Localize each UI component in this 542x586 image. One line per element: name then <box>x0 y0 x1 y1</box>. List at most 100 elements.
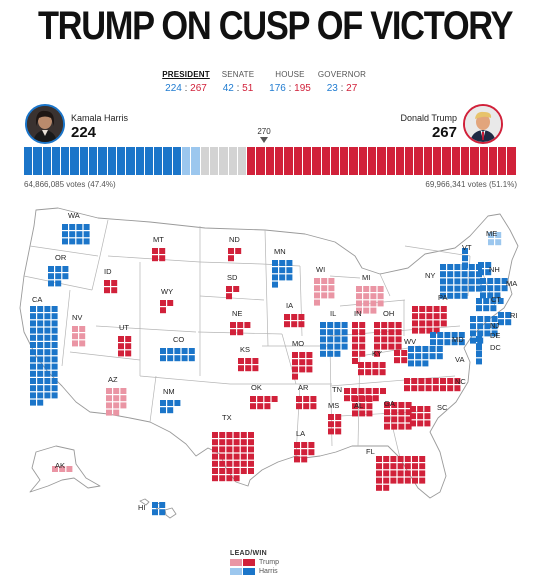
electoral-tile <box>308 449 315 456</box>
tab-governor[interactable]: GOVERNOR 23 : 27 <box>317 70 367 94</box>
electoral-tile <box>370 286 377 292</box>
state-nv[interactable] <box>72 326 86 347</box>
electoral-tile <box>30 327 36 334</box>
tab-senate[interactable]: SENATE 42 : 51 <box>212 70 264 94</box>
state-mt[interactable] <box>152 248 166 262</box>
state-wv[interactable] <box>394 350 408 364</box>
electoral-tile <box>440 264 446 270</box>
state-sd[interactable] <box>226 286 240 300</box>
ev-bar-segment <box>293 147 302 175</box>
electoral-tile <box>352 410 358 417</box>
state-me[interactable] <box>488 232 502 246</box>
state-il[interactable] <box>320 322 348 357</box>
state-tx[interactable] <box>212 432 254 482</box>
electoral-tile <box>363 286 370 292</box>
electoral-tile <box>233 446 240 453</box>
state-nm[interactable] <box>160 400 181 414</box>
electoral-tile <box>327 336 334 343</box>
state-label-mn: MN <box>274 247 286 256</box>
electoral-tile <box>252 358 259 364</box>
electoral-tile <box>341 322 348 328</box>
state-ga[interactable] <box>384 402 412 430</box>
electoral-tile <box>468 278 475 285</box>
state-mi[interactable] <box>356 286 384 314</box>
electoral-tile <box>152 248 158 254</box>
electoral-tile <box>52 466 58 472</box>
electoral-tile <box>62 266 69 272</box>
electoral-tile <box>390 463 397 470</box>
state-sc[interactable] <box>410 406 431 427</box>
state-ut[interactable] <box>118 336 132 357</box>
state-ma[interactable] <box>480 278 508 299</box>
state-wi[interactable] <box>314 278 335 306</box>
state-co[interactable] <box>160 348 195 362</box>
state-id[interactable] <box>104 280 118 294</box>
electoral-tile <box>30 399 36 406</box>
legend-harris-lead-swatch <box>230 568 242 575</box>
electoral-tile <box>76 224 83 230</box>
electoral-tile <box>477 330 484 337</box>
state-hi[interactable] <box>152 502 166 516</box>
state-ca[interactable] <box>30 306 58 406</box>
state-ne[interactable] <box>230 322 251 336</box>
state-mo[interactable] <box>292 352 313 380</box>
electoral-tile <box>462 262 468 269</box>
state-nd[interactable] <box>228 248 242 262</box>
electoral-tile <box>370 307 377 314</box>
electoral-tile <box>44 349 51 356</box>
electoral-tile <box>235 248 242 254</box>
state-label-al: AL <box>354 401 363 410</box>
legend-row-harris: Harris <box>230 568 310 575</box>
state-ri[interactable] <box>498 312 512 326</box>
electoral-tile <box>366 396 373 402</box>
electoral-tile <box>477 316 484 322</box>
us-outline <box>19 207 519 519</box>
state-ar[interactable] <box>296 396 317 410</box>
state-in[interactable] <box>352 322 366 364</box>
state-al[interactable] <box>352 396 373 417</box>
state-nh[interactable] <box>478 262 492 276</box>
electoral-tile <box>48 280 54 287</box>
electoral-tile <box>83 238 90 245</box>
tab-president[interactable]: PRESIDENT 224 : 267 <box>160 70 212 94</box>
ev-bar-segment <box>247 147 256 175</box>
state-mn[interactable] <box>272 260 293 288</box>
state-or[interactable] <box>48 266 69 287</box>
state-nc[interactable] <box>404 378 461 392</box>
ev-bar-segment <box>302 147 312 175</box>
electoral-tile <box>424 413 431 420</box>
state-pa[interactable] <box>412 306 447 334</box>
state-wa[interactable] <box>62 224 90 245</box>
state-ms[interactable] <box>328 414 342 435</box>
state-ak[interactable] <box>52 466 73 472</box>
state-ia[interactable] <box>284 314 305 328</box>
electoral-tile <box>118 343 124 350</box>
tab-house[interactable]: HOUSE 176 : 195 <box>264 70 316 94</box>
ev-bar-segment <box>33 147 42 175</box>
electoral-tile <box>321 278 328 284</box>
state-wy[interactable] <box>160 300 174 314</box>
state-dc[interactable] <box>476 344 482 365</box>
state-label-wv: WV <box>404 337 416 346</box>
state-md[interactable] <box>430 332 465 346</box>
state-ky[interactable] <box>358 362 386 376</box>
electoral-tile <box>356 300 362 307</box>
state-ks[interactable] <box>238 358 259 372</box>
state-ct[interactable] <box>476 298 504 312</box>
state-vt[interactable] <box>462 248 468 269</box>
state-oh[interactable] <box>374 322 402 357</box>
electoral-tile <box>296 396 302 402</box>
electoral-tile <box>279 274 286 281</box>
state-va[interactable] <box>408 346 443 367</box>
state-fl[interactable] <box>376 456 426 491</box>
electoral-tile <box>30 392 36 399</box>
state-ok[interactable] <box>250 396 278 410</box>
electoral-tile <box>257 396 264 402</box>
harris-avatar <box>25 104 65 144</box>
electoral-tile <box>476 358 482 365</box>
state-la[interactable] <box>294 442 315 463</box>
state-az[interactable] <box>106 388 127 416</box>
electoral-tile <box>352 343 358 350</box>
electoral-tile <box>461 292 468 299</box>
electoral-tile <box>437 339 444 346</box>
